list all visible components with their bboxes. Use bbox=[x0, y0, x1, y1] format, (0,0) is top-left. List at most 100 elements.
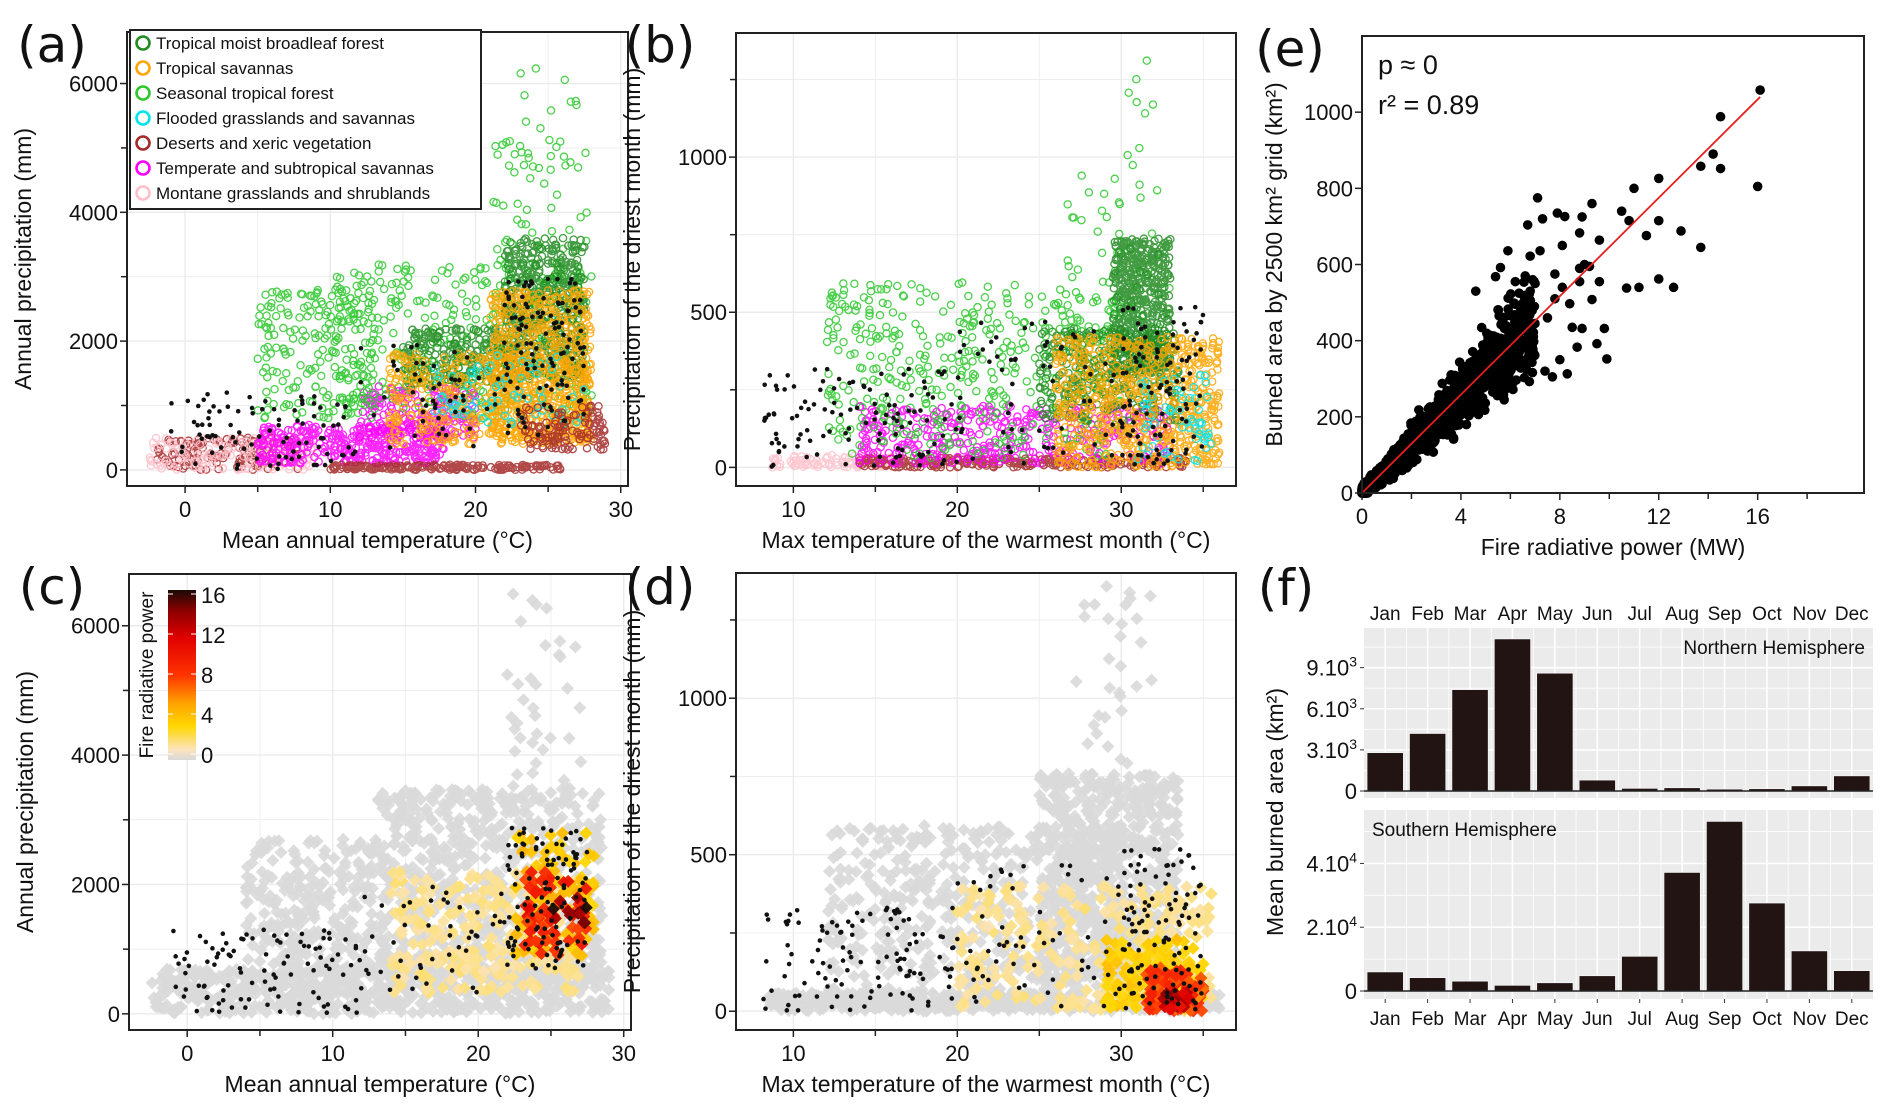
data-point bbox=[354, 433, 363, 443]
burned-point bbox=[318, 405, 323, 410]
burned-point bbox=[581, 387, 586, 392]
burned-point bbox=[420, 409, 426, 415]
burned-point bbox=[249, 442, 254, 447]
burned-point bbox=[541, 296, 546, 301]
burned-point bbox=[300, 401, 305, 407]
burned-point bbox=[437, 381, 442, 387]
burned-point bbox=[559, 320, 565, 326]
burned-point bbox=[535, 310, 541, 316]
burned-point bbox=[267, 463, 273, 468]
burned-point bbox=[523, 280, 529, 285]
data-point bbox=[350, 431, 359, 441]
burned-point bbox=[254, 456, 260, 461]
data-point bbox=[439, 444, 448, 454]
burned-point bbox=[195, 422, 200, 428]
data-point bbox=[426, 448, 435, 457]
burned-point bbox=[549, 387, 554, 392]
x-axis-label: Mean annual temperature (°C) bbox=[222, 527, 533, 553]
burned-point bbox=[205, 392, 210, 397]
x-tick-label: 10 bbox=[318, 497, 342, 522]
burned-point bbox=[275, 466, 280, 472]
burned-point bbox=[197, 432, 202, 437]
data-point bbox=[326, 440, 335, 449]
data-point bbox=[428, 449, 437, 458]
data-point bbox=[410, 450, 419, 460]
burned-point bbox=[324, 451, 330, 457]
data-point bbox=[391, 448, 401, 457]
burned-point bbox=[457, 377, 462, 383]
burned-point bbox=[558, 351, 564, 357]
burned-point bbox=[476, 375, 482, 381]
burned-point bbox=[520, 294, 525, 300]
data-point bbox=[172, 465, 182, 474]
burned-point bbox=[581, 363, 586, 369]
burned-point bbox=[464, 355, 470, 360]
burned-point bbox=[516, 326, 521, 332]
burned-point bbox=[284, 435, 289, 441]
burned-point bbox=[391, 343, 396, 349]
burned-point bbox=[524, 341, 529, 346]
data-point bbox=[177, 454, 186, 463]
data-point bbox=[211, 439, 221, 448]
burned-point bbox=[577, 309, 583, 315]
data-point bbox=[261, 456, 271, 466]
burned-point bbox=[567, 280, 573, 286]
data-point bbox=[420, 452, 429, 462]
burned-point bbox=[296, 440, 302, 446]
burned-point bbox=[440, 426, 446, 432]
burned-point bbox=[206, 415, 211, 421]
burned-point bbox=[271, 406, 277, 412]
burned-point bbox=[185, 398, 191, 404]
burned-point bbox=[519, 415, 525, 421]
data-point bbox=[169, 462, 179, 472]
data-point bbox=[242, 437, 251, 446]
burned-point bbox=[249, 405, 255, 411]
burned-point bbox=[538, 314, 543, 320]
burned-point bbox=[209, 450, 215, 456]
burned-point bbox=[537, 385, 543, 391]
data-point bbox=[214, 437, 223, 446]
burned-point bbox=[515, 343, 520, 348]
data-point bbox=[217, 452, 227, 461]
burned-point bbox=[218, 445, 224, 450]
burned-point bbox=[350, 451, 356, 457]
burned-point bbox=[431, 385, 437, 391]
burned-point bbox=[461, 398, 466, 403]
burned-point bbox=[553, 320, 559, 325]
burned-point bbox=[506, 279, 511, 285]
burned-point bbox=[217, 409, 222, 414]
burned-point bbox=[250, 410, 256, 416]
burned-point bbox=[205, 434, 211, 439]
burned-point bbox=[417, 378, 423, 383]
burned-point bbox=[565, 344, 570, 350]
data-point bbox=[148, 438, 158, 447]
burned-point bbox=[566, 308, 571, 314]
burned-point bbox=[199, 436, 205, 442]
data-point bbox=[325, 425, 335, 435]
burned-point bbox=[523, 324, 529, 330]
burned-point bbox=[193, 461, 198, 467]
burned-point bbox=[382, 395, 387, 400]
burned-point bbox=[561, 332, 566, 338]
burned-point bbox=[555, 300, 561, 305]
burned-point bbox=[395, 367, 400, 373]
burned-point bbox=[256, 434, 262, 439]
burned-point bbox=[343, 403, 348, 409]
burned-point bbox=[577, 297, 583, 303]
burned-point bbox=[484, 406, 490, 412]
burned-point bbox=[169, 401, 174, 406]
y-tick-label: 2000 bbox=[69, 329, 118, 354]
data-point bbox=[191, 436, 201, 446]
x-tick-label: 0 bbox=[179, 497, 191, 522]
burned-point bbox=[224, 390, 230, 395]
burned-point bbox=[556, 324, 562, 330]
data-point bbox=[146, 461, 156, 470]
burned-point bbox=[555, 276, 560, 282]
burned-point bbox=[521, 394, 527, 400]
burned-point bbox=[230, 434, 236, 440]
burned-point bbox=[544, 383, 549, 389]
burned-point bbox=[210, 432, 215, 438]
burned-point bbox=[495, 376, 501, 382]
burned-point bbox=[502, 387, 508, 393]
